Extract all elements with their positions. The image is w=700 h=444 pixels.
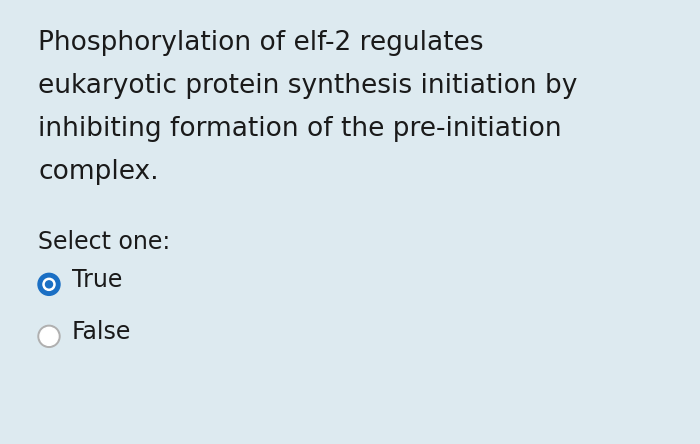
Circle shape — [40, 327, 58, 345]
Text: inhibiting formation of the pre-initiation: inhibiting formation of the pre-initiati… — [38, 116, 561, 142]
Text: complex.: complex. — [38, 159, 159, 185]
Text: eukaryotic protein synthesis initiation by: eukaryotic protein synthesis initiation … — [38, 73, 577, 99]
Circle shape — [46, 281, 52, 288]
Text: False: False — [72, 320, 132, 344]
Text: Phosphorylation of elf-2 regulates: Phosphorylation of elf-2 regulates — [38, 30, 484, 56]
Text: True: True — [72, 268, 122, 292]
Circle shape — [43, 278, 55, 290]
Text: Select one:: Select one: — [38, 230, 170, 254]
Circle shape — [38, 325, 60, 347]
Circle shape — [38, 274, 60, 295]
